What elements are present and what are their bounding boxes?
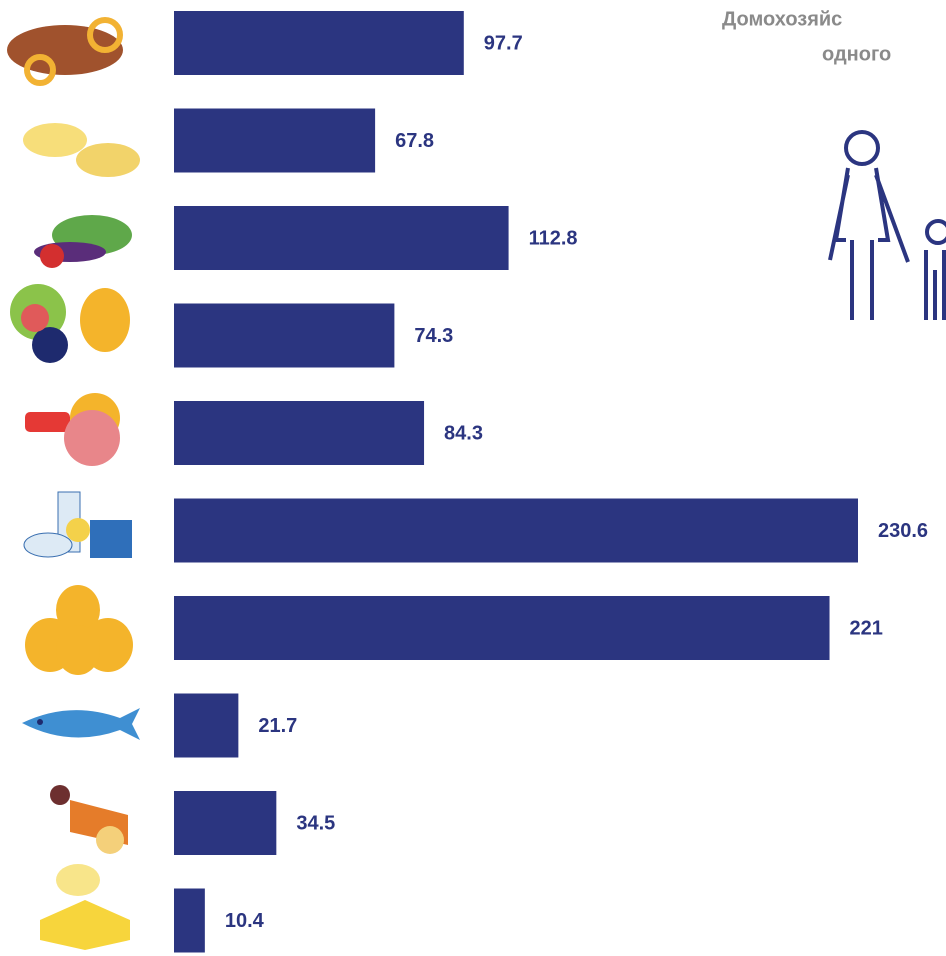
bar (174, 596, 830, 660)
value-label: 10.4 (225, 910, 265, 932)
food-icons (7, 17, 140, 950)
chart-title-line: одного (822, 43, 891, 65)
bar (174, 693, 239, 758)
value-label: 84.3 (444, 422, 483, 444)
value-label: 74.3 (414, 325, 453, 347)
value-label: 34.5 (296, 812, 335, 834)
bar (174, 791, 277, 855)
value-label: 221 (850, 617, 883, 639)
value-label: 230.6 (878, 520, 928, 542)
bar (174, 108, 376, 173)
bar (174, 401, 425, 465)
bar (174, 206, 509, 270)
person-icon (828, 130, 946, 320)
value-label: 21.7 (258, 715, 297, 737)
bar (174, 11, 464, 75)
bar (174, 888, 205, 953)
value-label: 112.8 (529, 227, 578, 249)
value-label: 67.8 (395, 130, 434, 152)
bar (174, 303, 395, 368)
chart-title-line: Домохозяйс (722, 8, 842, 30)
value-label: 97.7 (484, 32, 523, 54)
bar (174, 498, 858, 563)
